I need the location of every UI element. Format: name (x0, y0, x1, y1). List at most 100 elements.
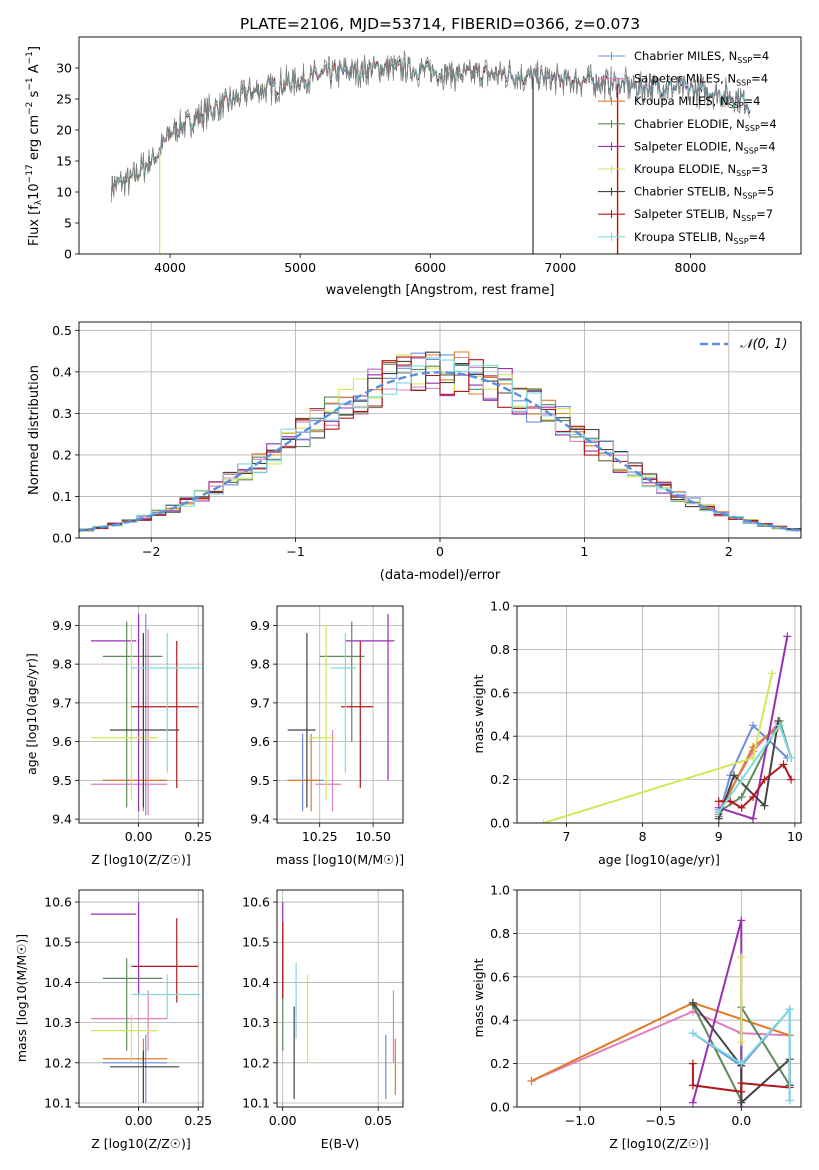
weight-line (692, 1006, 791, 1101)
y-tick-label: 0.8 (490, 926, 510, 941)
x-tick-label: 8000 (675, 260, 707, 275)
x-axis-label: (data-model)/error (380, 568, 501, 583)
model-line (111, 58, 618, 195)
y-tick-label: 10.1 (44, 1095, 72, 1110)
y-tick-label: 10.2 (242, 1055, 270, 1070)
axes-frame (78, 889, 204, 1108)
y-tick-label: 9.8 (250, 657, 270, 672)
y-tick-label: 0.0 (52, 531, 72, 546)
y-tick-label: 9.9 (52, 618, 72, 633)
y-tick-label: 10.6 (242, 895, 270, 910)
x-tick-label: 0.00 (269, 1113, 297, 1128)
y-tick-label: 0.0 (490, 1100, 510, 1115)
y-tick-label: 10 (56, 185, 72, 200)
legend-label: 𝒩(0, 1) (740, 337, 787, 352)
y-axis-label: mass weight (471, 958, 486, 1037)
x-tick-label: 0.00 (125, 1113, 153, 1128)
y-axis-label: Flux [fλ10−17 erg cm−2 s−1 A−1] (25, 46, 44, 246)
y-tick-label: 0 (64, 247, 72, 262)
x-axis-label: Z [log10(Z/Z☉)] (609, 1136, 709, 1151)
y-tick-label: 9.6 (52, 734, 72, 749)
y-axis-label: age [log10(age/yr)] (24, 653, 39, 775)
panel-mass-vs-Z: 0.00 0.25 10.1 10.2 10.3 10.4 10.5 10.6 Z [log10… (14, 889, 212, 1151)
x-axis-label: age [log10(age/yr)] (598, 852, 720, 867)
y-tick-label: 9.5 (52, 773, 72, 788)
y-tick-label: 15 (56, 154, 72, 169)
weight-line (717, 720, 780, 820)
x-tick-label: 7000 (544, 260, 576, 275)
plot-area-weight-vs-Z (527, 916, 794, 1107)
plot-area-age-vs-mass (287, 613, 395, 812)
weight-line (717, 723, 793, 813)
y-tick-label: 10.4 (242, 975, 270, 990)
axes-frame (78, 605, 204, 824)
axes-frame (78, 36, 802, 255)
y-tick-label: 9.7 (250, 695, 270, 710)
y-axis-label: Normed distribution (27, 365, 42, 495)
y-axis-label: mass [log10(M/M☉)] (14, 934, 29, 1062)
y-tick-label: 9.4 (52, 812, 72, 827)
y-tick-label: 10.3 (44, 1015, 72, 1030)
x-tick-label: 0.05 (364, 1113, 392, 1128)
x-tick-label: −1 (286, 544, 304, 559)
x-tick-label: 0.25 (184, 1113, 212, 1128)
y-tick-label: 9.9 (250, 618, 270, 633)
y-tick-label: 20 (56, 123, 72, 138)
y-tick-label: 0.2 (490, 772, 510, 787)
y-tick-label: 9.7 (52, 695, 72, 710)
y-tick-label: 0.8 (490, 642, 510, 657)
y-tick-label: 0.3 (52, 406, 72, 421)
y-tick-label: 0.6 (490, 685, 510, 700)
y-tick-label: 0.4 (490, 729, 510, 744)
y-tick-label: 10.5 (242, 935, 270, 950)
x-tick-label: −1.0 (565, 1113, 595, 1128)
legend-label: Salpeter STELIB, NSSP=7 (634, 207, 773, 223)
axes-frame (276, 889, 404, 1108)
histogram-step (79, 357, 801, 533)
panel-weight-vs-Z: −1.0 −0.5 0.0 0.0 0.2 0.4 0.6 0.8 1.0 Z [log10(Z/… (471, 883, 802, 1151)
x-tick-label: 4000 (154, 260, 186, 275)
x-axis-label: E(B-V) (321, 1136, 360, 1151)
normal-curve (79, 371, 801, 532)
legend-label: Kroupa ELODIE, NSSP=3 (634, 162, 768, 178)
panel-residuals: −2 −1 0 1 2 0.0 0.1 0.2 0.3 0.4 0.5 𝒩(0, 1) (data-mo… (27, 321, 802, 583)
x-tick-label: 9 (715, 829, 723, 844)
panel-weight-vs-age: 7 8 9 10 0.0 0.2 0.4 0.6 0.8 1.0 age [log10(age/yr… (471, 599, 803, 868)
y-tick-label: 9.6 (250, 734, 270, 749)
x-axis-label: Z [log10(Z/Z☉)] (91, 1136, 191, 1151)
y-tick-label: 10.4 (44, 975, 72, 990)
x-tick-label: 0.00 (125, 829, 153, 844)
x-tick-label: 2 (725, 544, 733, 559)
axes-frame (516, 889, 802, 1108)
y-axis-label: mass weight (471, 674, 486, 753)
x-axis-label: Z [log10(Z/Z☉)] (91, 852, 191, 867)
x-axis-label: wavelength [Angstrom, rest frame] (326, 283, 555, 298)
y-tick-label: 30 (56, 61, 72, 76)
y-tick-label: 10.3 (242, 1015, 270, 1030)
legend-label: Chabrier STELIB, NSSP=5 (634, 185, 774, 201)
panel-mass-vs-ebv: 0.00 0.05 10.1 10.2 10.3 10.4 10.5 10.6 E(B-V) (242, 889, 404, 1151)
y-tick-label: 1.0 (490, 883, 510, 898)
y-tick-label: 0.4 (52, 364, 72, 379)
legend-label: Chabrier MILES, NSSP=4 (634, 49, 769, 65)
x-tick-label: 8 (639, 829, 647, 844)
x-tick-label: 0.25 (184, 829, 212, 844)
y-tick-label: 9.4 (250, 812, 270, 827)
panel-spectrum: 4000 5000 6000 7000 8000 0 5 10 15 20 25 30 waveleng… (25, 36, 802, 298)
legend-label: Kroupa STELIB, NSSP=4 (634, 230, 765, 246)
plot-area-spectrum (111, 50, 751, 254)
y-tick-label: 10.2 (44, 1055, 72, 1070)
x-tick-label: −0.5 (645, 1113, 675, 1128)
x-tick-label: −2 (142, 544, 160, 559)
x-tick-label: 7 (563, 829, 571, 844)
panel-age-vs-mass: 10.25 10.50 9.4 9.5 9.6 9.7 9.8 9.9 mass [log10(… (250, 605, 404, 867)
y-tick-label: 10.6 (44, 895, 72, 910)
axes-frame (276, 605, 404, 824)
y-tick-label: 9.8 (52, 657, 72, 672)
panel-age-vs-Z: 0.00 0.25 9.4 9.5 9.6 9.7 9.8 9.9 Z [log10(Z/Z☉)… (24, 605, 212, 867)
y-tick-label: 25 (56, 92, 72, 107)
x-tick-label: 0.0 (731, 1113, 751, 1128)
legend-label: Salpeter ELODIE, NSSP=4 (634, 139, 776, 155)
plot-area-weight-vs-age (539, 632, 796, 823)
